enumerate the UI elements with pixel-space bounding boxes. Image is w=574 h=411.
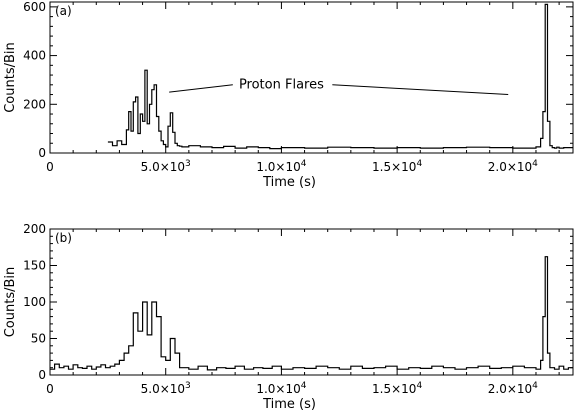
x-tick-label: 1.5×104 <box>372 381 422 396</box>
x-axis-label: Time (s) <box>262 397 316 411</box>
y-tick-label: 150 <box>23 259 46 273</box>
x-tick-label: 5.0×103 <box>141 159 191 174</box>
annotation-pointer-line <box>332 84 509 96</box>
x-tick-label-mantissa: 1.0×10 <box>256 160 300 174</box>
x-tick-label-exponent: 4 <box>532 159 538 169</box>
x-tick-label-exponent: 4 <box>416 381 422 391</box>
x-tick-label-mantissa: 1.5×10 <box>372 160 416 174</box>
y-tick-label: 100 <box>23 295 46 309</box>
x-tick-label-exponent: 3 <box>185 381 191 391</box>
y-tick-label: 0 <box>38 368 46 382</box>
annotation-label: Proton Flares <box>239 77 324 92</box>
x-tick-label: 0 <box>46 382 54 396</box>
x-tick-label-mantissa: 5.0×10 <box>141 382 185 396</box>
x-tick-label-exponent: 4 <box>532 381 538 391</box>
x-tick-label-mantissa: 0 <box>46 382 54 396</box>
x-tick-label: 2.0×104 <box>488 159 538 174</box>
x-tick-label-mantissa: 5.0×10 <box>141 160 185 174</box>
x-tick-label: 5.0×103 <box>141 381 191 396</box>
x-tick-label-mantissa: 1.0×10 <box>256 382 300 396</box>
panel-label: (a) <box>55 4 72 18</box>
panel-b: 0 5.0×103 1.0×104 1.5×104 2.0×10405010015020… <box>3 222 574 411</box>
x-tick-label: 1.0×104 <box>256 159 306 174</box>
x-tick-label-mantissa: 2.0×10 <box>488 160 532 174</box>
x-tick-label: 2.0×104 <box>488 381 538 396</box>
x-tick-label-exponent: 4 <box>416 159 422 169</box>
x-tick-label: 0 <box>46 160 54 174</box>
x-tick-label-mantissa: 0 <box>46 160 54 174</box>
series-step-line <box>107 3 573 150</box>
annotation-pointer-line <box>169 84 233 93</box>
x-tick-label-exponent: 4 <box>301 381 307 391</box>
y-tick-label: 200 <box>23 222 46 236</box>
y-tick-label: 600 <box>23 0 46 14</box>
x-axis-label: Time (s) <box>262 175 316 190</box>
series-step-line <box>50 256 573 371</box>
y-tick-label: 400 <box>23 49 46 63</box>
x-tick-label-mantissa: 2.0×10 <box>488 382 532 396</box>
x-tick-label-exponent: 3 <box>185 159 191 169</box>
x-tick-label-mantissa: 1.5×10 <box>372 382 416 396</box>
y-tick-label: 0 <box>38 146 46 160</box>
y-axis-label: Counts/Bin <box>3 42 18 113</box>
panel-label: (b) <box>55 231 72 245</box>
x-tick-label: 1.0×104 <box>256 381 306 396</box>
y-tick-label: 50 <box>31 332 46 346</box>
y-tick-label: 200 <box>23 97 46 111</box>
x-tick-label: 1.5×104 <box>372 159 422 174</box>
x-tick-label-exponent: 4 <box>301 159 307 169</box>
y-axis-label: Counts/Bin <box>3 267 18 338</box>
panel-a: 0 5.0×103 1.0×104 1.5×104 2.0×1040200400600T… <box>3 0 574 190</box>
plot-frame <box>49 1 574 154</box>
